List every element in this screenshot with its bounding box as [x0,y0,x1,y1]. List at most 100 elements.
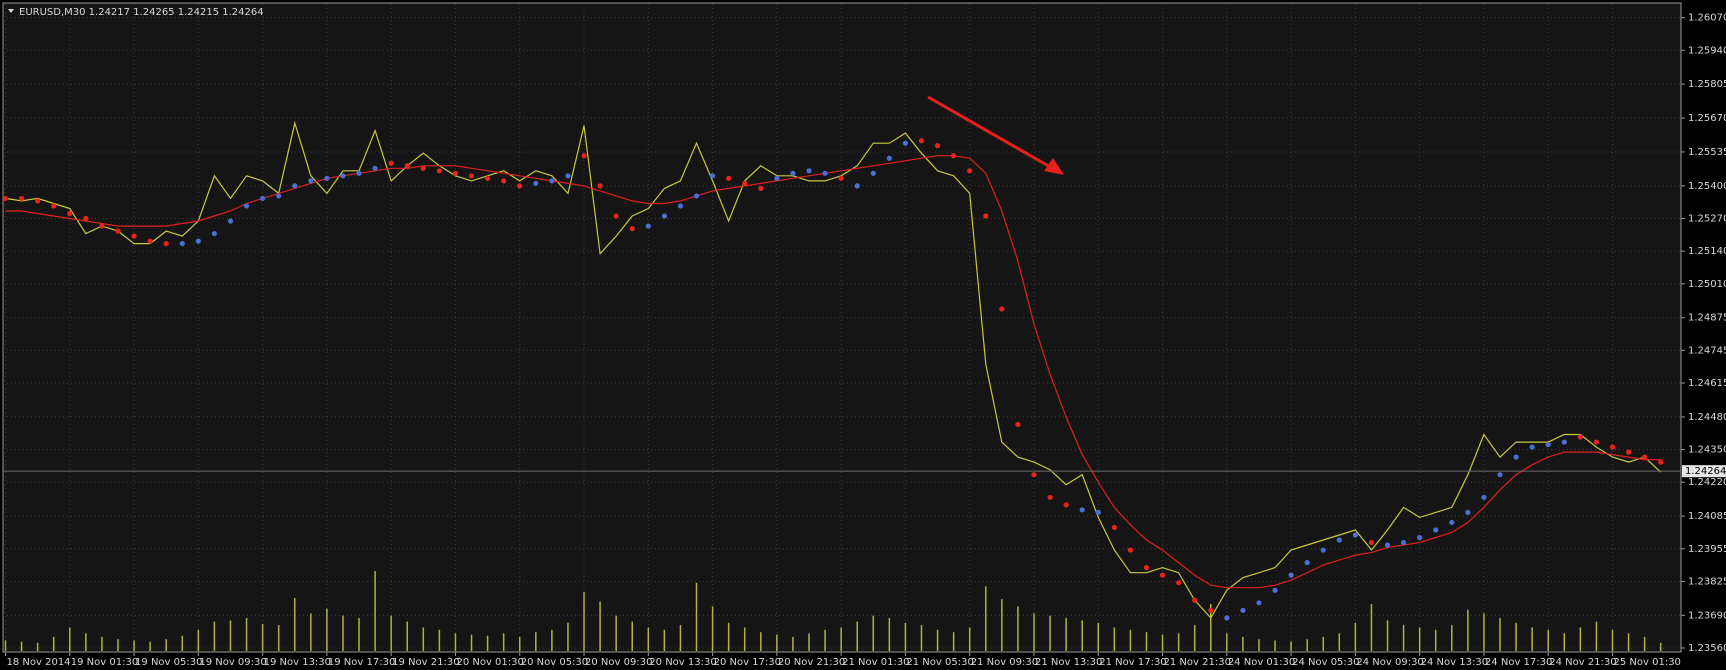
sar-dot [1224,615,1230,621]
sar-dot [709,173,716,179]
x-tick-label: 20 Nov 01:30 [456,657,523,668]
y-tick-label: 1.25270 [1688,214,1726,225]
y-tick-label: 1.25805 [1688,79,1726,90]
sar-dot [243,203,250,209]
x-tick-label: 19 Nov 05:30 [135,657,202,668]
sar-dot [1481,494,1487,500]
x-tick-label: 18 Nov 2014 [7,657,71,668]
y-tick-label: 1.24220 [1688,477,1726,488]
sar-dot [1577,434,1583,440]
sar-dot [485,175,491,181]
sar-dot [1449,519,1455,526]
annotation-arrow [927,95,1053,170]
x-tick-label: 19 Nov 09:30 [199,657,266,668]
sar-dot [967,168,973,174]
sar-dot [1593,439,1600,445]
sar-dot [1465,509,1471,515]
x-tick-label: 19 Nov 13:30 [264,657,331,668]
sar-dot [983,213,989,219]
sar-dot [597,183,603,189]
sar-dot [1143,565,1150,571]
sar-dot [324,175,330,181]
sar-dot [838,175,844,181]
price-line [5,155,1661,589]
sar-dot [67,210,73,217]
sar-dot [1127,547,1133,553]
sar-dot [356,170,362,176]
sar-dot [501,178,507,184]
sar-dot [1079,507,1085,513]
sar-dot [340,173,346,179]
x-tick-label: 21 Nov 21:30 [1164,657,1231,668]
y-tick-label: 1.25400 [1688,181,1726,192]
sar-dot [1368,539,1375,546]
sar-dot [388,160,394,166]
sar-dot [1561,439,1567,445]
volume-pane [4,571,1662,651]
sar-dot [179,241,185,247]
price-pane [2,120,1681,621]
current-price-label: 1.24264 [1685,466,1726,477]
sar-dot [1272,587,1278,593]
x-tick-label: 24 Nov 05:30 [1292,657,1359,668]
sar-dot [693,193,700,199]
sar-dot [934,143,941,149]
sar-dot [292,183,298,189]
y-tick-label: 1.24875 [1688,313,1726,324]
sar-dot [1304,560,1310,566]
sar-dot [195,238,201,244]
x-tick-label: 20 Nov 13:30 [649,657,716,668]
sar-dot [1625,449,1632,455]
sar-dot [18,195,25,202]
x-tick-label: 24 Nov 17:30 [1485,657,1552,668]
y-tick-label: 1.24480 [1688,412,1726,423]
sar-dot [1497,472,1503,478]
sar-dot [372,165,378,171]
title-arrow [8,9,14,13]
sar-dot [774,175,780,181]
sar-dot [1513,454,1519,460]
sar-dot [1111,524,1117,531]
x-tick-label: 24 Nov 09:30 [1356,657,1423,668]
y-tick-label: 1.23560 [1688,643,1726,654]
x-tick-label: 20 Nov 17:30 [714,657,781,668]
y-tick-label: 1.26070 [1688,13,1726,24]
sar-dot [726,175,732,181]
sar-dot [999,306,1005,312]
annotation-arrowhead [1044,158,1064,175]
sar-dot [452,170,459,176]
sar-dot [227,218,234,224]
y-tick-label: 1.24745 [1688,345,1726,356]
price-line [5,120,1662,619]
sar-dot [533,180,539,186]
sar-dot [468,173,475,179]
sar-dot [35,198,41,204]
sar-dot [308,178,314,184]
x-tick-label: 21 Nov 13:30 [1035,657,1102,668]
x-tick-label: 25 Nov 01:30 [1614,657,1681,668]
sar-dot [163,241,169,247]
x-tick-label: 24 Nov 01:30 [1228,657,1295,668]
sar-dot [436,168,442,174]
x-tick-label: 19 Nov 21:30 [392,657,459,668]
sar-dot [854,183,860,189]
x-tick-label: 20 Nov 09:30 [585,657,652,668]
sar-dot [581,153,587,159]
sar-dot [276,193,282,199]
sar-dot [1609,444,1616,450]
sar-dot [1240,607,1246,613]
sar-dot [1545,441,1551,448]
sar-dot [1400,539,1407,546]
x-tick-label: 19 Nov 17:30 [328,657,395,668]
y-tick-label: 1.23955 [1688,544,1726,555]
sar-dot [2,195,9,202]
sar-dot [517,183,523,189]
y-tick-label: 1.25010 [1688,279,1726,290]
sar-dot [404,163,410,169]
sar-dot [115,228,121,234]
sar-dot [1176,580,1182,586]
y-tick-label: 1.23825 [1688,576,1726,587]
sar-dot [1208,607,1214,613]
